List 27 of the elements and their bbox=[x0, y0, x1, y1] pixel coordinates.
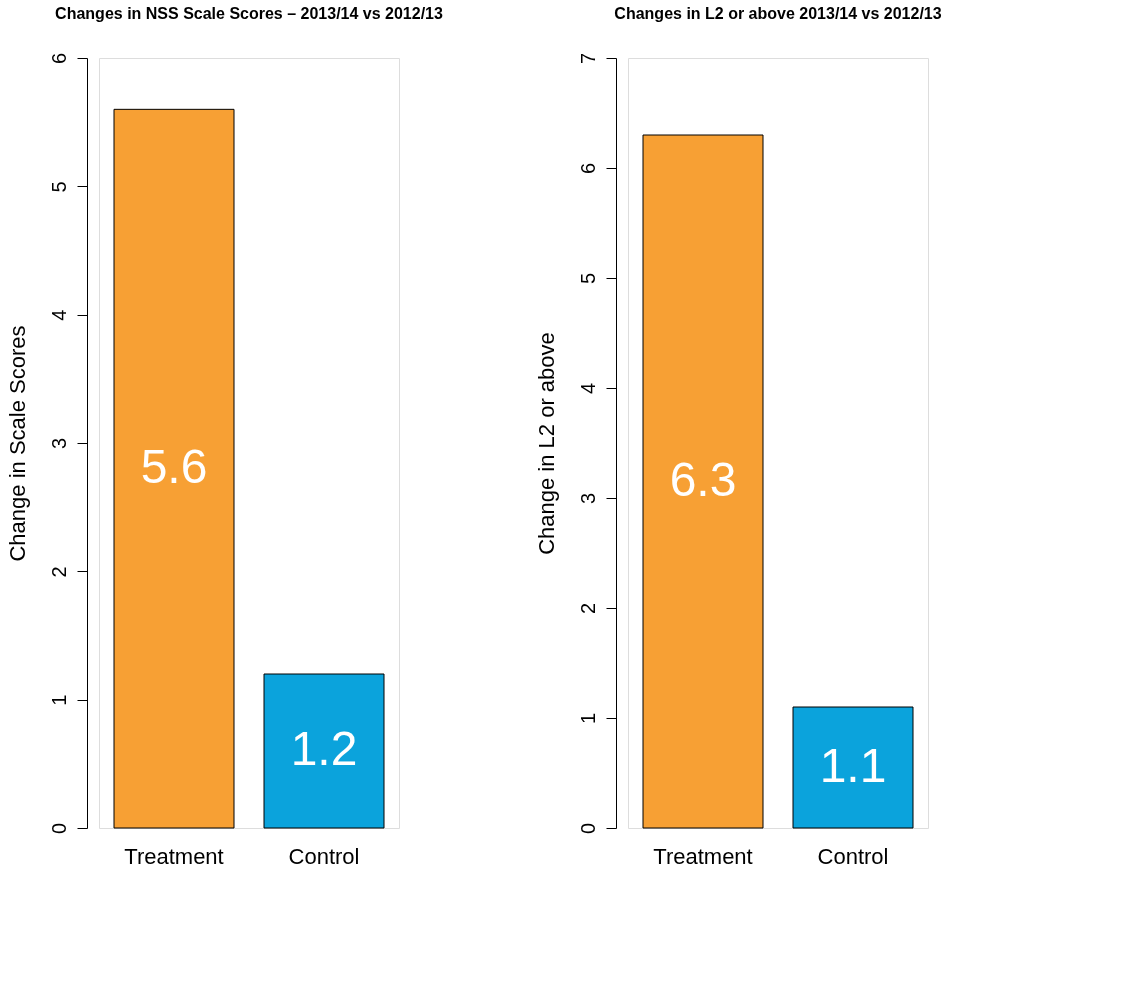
y-tick-label: 0 bbox=[576, 822, 599, 835]
y-tick-label: 2 bbox=[576, 602, 599, 615]
y-tick-label: 1 bbox=[576, 712, 599, 725]
chart-title: Changes in NSS Scale Scores – 2013/14 vs 2012/13 bbox=[55, 5, 443, 23]
data-label: 6.3 bbox=[669, 452, 737, 506]
y-tick-label: 3 bbox=[47, 437, 70, 450]
y-tick-label: 5 bbox=[576, 272, 599, 285]
y-tick-label: 3 bbox=[576, 492, 599, 505]
data-label: 1.1 bbox=[819, 738, 887, 792]
chart-title: Changes in L2 or above 2013/14 vs 2012/13 bbox=[614, 5, 942, 23]
y-tick-label: 2 bbox=[47, 566, 70, 578]
x-tick-label: Control bbox=[817, 843, 889, 869]
x-tick-label: Control bbox=[288, 843, 360, 869]
x-tick-label: Treatment bbox=[124, 843, 224, 869]
data-label: 5.6 bbox=[140, 439, 208, 493]
y-tick-label: 7 bbox=[576, 52, 599, 65]
y-axis-title: Change in L2 or above bbox=[533, 332, 559, 555]
y-tick-label: 4 bbox=[576, 382, 599, 395]
y-tick-label: 4 bbox=[47, 309, 70, 321]
y-tick-label: 6 bbox=[47, 52, 70, 65]
y-tick-label: 0 bbox=[47, 822, 70, 835]
x-tick-label: Treatment bbox=[653, 843, 753, 869]
y-tick-label: 5 bbox=[47, 181, 70, 193]
y-tick-label: 1 bbox=[47, 694, 70, 706]
y-tick-label: 6 bbox=[576, 162, 599, 175]
y-axis-title: Change in Scale Scores bbox=[4, 325, 30, 562]
data-label: 1.2 bbox=[290, 722, 358, 775]
